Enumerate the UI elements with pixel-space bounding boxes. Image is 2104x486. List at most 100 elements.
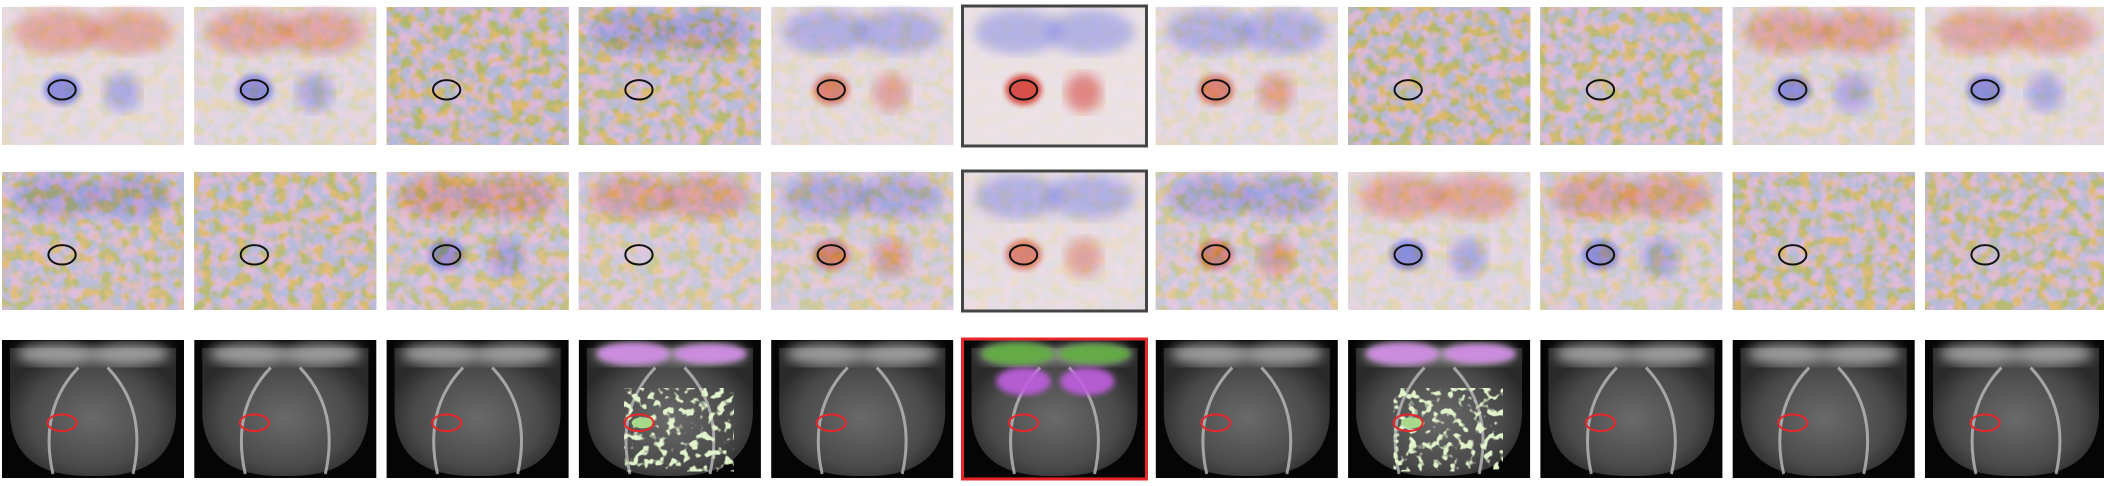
brain-shape [1548,348,1715,477]
brain-shape [202,348,369,477]
noise-texture [1155,172,1338,310]
noise-texture [963,172,1146,310]
overlay-top [981,342,1055,365]
roi-contour [432,244,462,266]
highlight-frame [961,337,1148,481]
roi-contour [1201,244,1231,266]
overlay-speckle [624,388,734,472]
column [1348,7,1531,478]
bright-top [2012,342,2093,365]
roi-contour [1008,244,1039,266]
column [386,7,569,478]
roi-contour [815,413,847,433]
bright-top [89,342,170,365]
noise-texture [1540,7,1723,145]
brain-shape [779,348,946,477]
overlay-roi [1400,417,1423,429]
bright-top [1939,342,2020,365]
noise-texture [771,172,954,310]
roi-contour [624,79,654,101]
noise-texture [386,7,569,145]
column [194,7,377,478]
bright-top [1747,342,1828,365]
tract-line [1837,366,1870,475]
roi-contour [238,413,270,433]
roi-contour [1970,79,2000,101]
column [578,7,761,478]
roi-contour [1585,244,1616,266]
roi-contour [239,244,270,266]
overlay-mid [996,367,1051,396]
bright-top [1627,342,1708,365]
roi-contour [1393,244,1423,266]
roi-contour [47,244,77,266]
tract-line [1644,366,1677,475]
tract-line [875,366,908,475]
roi-contour [1585,79,1616,101]
tract-line [47,366,80,475]
roi-contour [1969,413,2001,433]
noise-texture [1348,172,1531,310]
roi-contour [1970,244,2000,266]
noise-texture [1155,7,1338,145]
bright-top [858,342,939,365]
column [1732,7,1915,478]
noise-texture [1732,172,1915,310]
roi-contour [432,79,462,101]
tract-line [1201,366,1234,475]
bright-top [1820,342,1901,365]
brain-shape [1163,348,1330,477]
roi-contour [1778,79,1808,101]
noise-texture [2,172,184,310]
noise-texture [1925,172,2104,310]
noise-texture [578,172,761,310]
roi-contour [1584,413,1617,433]
column [771,7,954,478]
roi-contour [1778,244,1808,266]
noise-texture [771,7,954,145]
roi-contour [816,79,846,101]
brain-shape [394,348,561,477]
noise-texture [194,172,377,310]
tract-line [491,366,524,475]
overlay-top [597,342,670,365]
noise-texture [1348,7,1531,145]
noise-texture [963,7,1146,145]
overlay-roi [631,417,654,429]
roi-contour [239,79,270,101]
tract-line [298,366,331,475]
overlay-top [1366,342,1440,365]
noise-texture [386,172,569,310]
roi-contour [46,413,78,433]
bright-top [473,342,555,365]
overlay-top [1058,344,1131,364]
roi-contour [1200,413,1232,433]
noise-texture [578,7,761,145]
tract-line [1970,366,2003,475]
bright-top [16,342,97,365]
overlay-top [673,344,747,364]
tract-line [816,366,849,475]
roi-contour [624,244,654,266]
tract-line [432,366,465,475]
overlay-speckle [1393,388,1503,472]
bright-top [401,342,482,365]
roi-contour [47,79,77,101]
tract-line [1260,366,1293,475]
noise-texture [1732,7,1915,145]
noise-texture [194,7,377,145]
brain-shape [10,348,176,477]
column [961,4,1148,481]
highlight-frame [961,4,1148,148]
tract-line [106,366,139,475]
roi-contour [1777,413,1809,433]
bright-top [1554,342,1636,365]
tract-line [1778,366,1811,475]
roi-contour [1392,413,1424,433]
overlay-mid [1059,367,1115,396]
bright-top [208,342,289,365]
bright-top [1243,342,1324,365]
bright-top [281,342,362,365]
